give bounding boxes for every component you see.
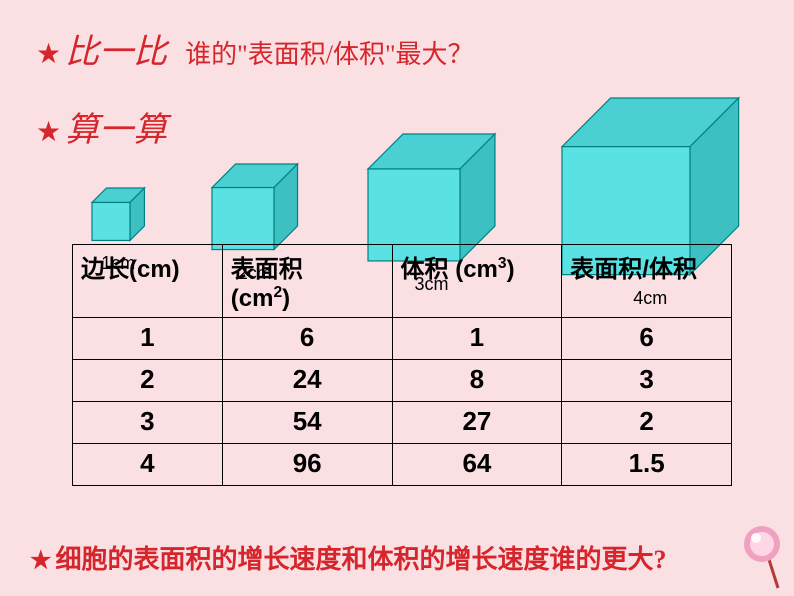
table-row: 22483 (73, 360, 732, 402)
table-header: 表面积/体积 (562, 245, 732, 318)
table-cell: 3 (73, 402, 223, 444)
table-header: 边长(cm) (73, 245, 223, 318)
footer-question: ★细胞的表面积的增长速度和体积的增长速度谁的更大? (30, 539, 667, 576)
table-cell: 27 (392, 402, 562, 444)
heading1-title: 比一比 (65, 24, 167, 73)
table-cell: 1 (392, 318, 562, 360)
table-cell: 8 (392, 360, 562, 402)
table-cell: 1 (73, 318, 223, 360)
table-cell: 96 (222, 444, 392, 486)
heading-compare: ★ 比一比 谁的"表面积/体积"最大？ (36, 24, 474, 73)
table-row: 496641.5 (73, 444, 732, 486)
table-cell: 6 (222, 318, 392, 360)
table-cell: 3 (562, 360, 732, 402)
table-cell: 2 (73, 360, 223, 402)
table-row: 354272 (73, 402, 732, 444)
lollipop-icon (736, 520, 786, 590)
table-cell: 6 (562, 318, 732, 360)
table-cell: 24 (222, 360, 392, 402)
table-cell: 4 (73, 444, 223, 486)
cubes-row: 1cm 2cm 3cm 4cm (50, 80, 750, 240)
surface-volume-table: 边长(cm)表面积(cm2)体积 (cm3)表面积/体积161622483354… (72, 244, 732, 486)
footer-text: 细胞的表面积的增长速度和体积的增长速度谁的更大? (56, 545, 667, 574)
table-cell: 2 (562, 402, 732, 444)
table-header: 体积 (cm3) (392, 245, 562, 318)
table-header: 表面积(cm2) (222, 245, 392, 318)
table-cell: 64 (392, 444, 562, 486)
star-icon: ★ (30, 548, 52, 574)
heading1-sub: 谁的"表面积/体积"最大？ (185, 34, 473, 71)
table-cell: 54 (222, 402, 392, 444)
table-row: 1616 (73, 318, 732, 360)
star-icon: ★ (36, 37, 61, 70)
table-cell: 1.5 (562, 444, 732, 486)
